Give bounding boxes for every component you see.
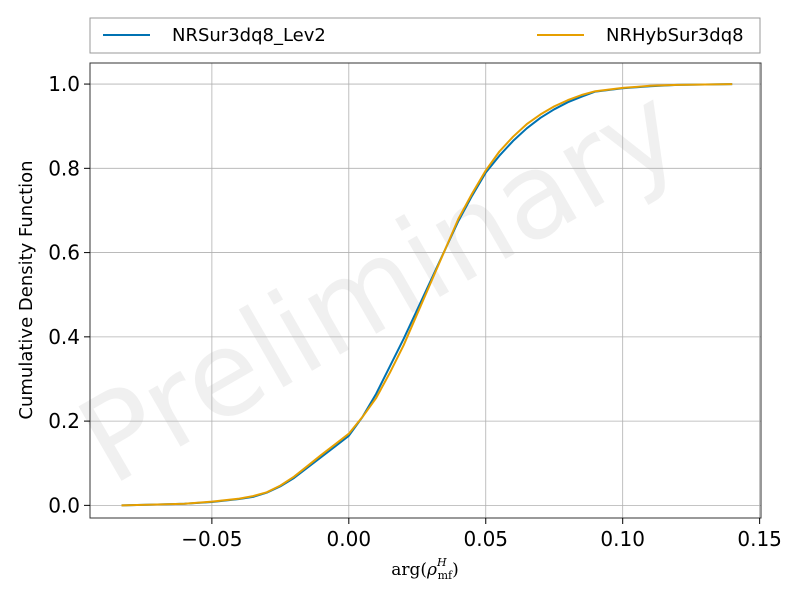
x-axis-label: arg(ρH mf)	[391, 556, 459, 582]
legend: NRSur3dq8_Lev2 NRHybSur3dq8	[89, 17, 761, 54]
y-axis: 0.0 0.2 0.4 0.6 0.8 1.0	[48, 72, 90, 517]
x-tick-label: 0.05	[463, 527, 508, 551]
x-label-sup: H	[436, 556, 447, 569]
x-label-func: arg(	[391, 560, 427, 580]
y-tick-label: 0.6	[48, 241, 80, 265]
legend-box	[89, 17, 761, 54]
y-tick-label: 0.0	[48, 493, 80, 517]
x-tick-label: 0.00	[327, 527, 372, 551]
y-tick-label: 0.4	[48, 325, 80, 349]
x-label-symbol: ρ	[426, 560, 437, 580]
y-tick-label: 0.8	[48, 156, 80, 180]
series-line-2	[121, 83, 733, 507]
x-label-close: )	[452, 560, 459, 580]
y-axis-label: Cumulative Density Function	[16, 160, 37, 419]
grid	[90, 63, 761, 518]
watermark-text: Preliminary	[56, 58, 702, 511]
series-lines	[121, 83, 733, 507]
plot-frame	[89, 62, 762, 519]
legend-label-1: NRSur3dq8_Lev2	[172, 25, 326, 46]
x-tick-label: 0.10	[600, 527, 645, 551]
legend-label-2: NRHybSur3dq8	[606, 25, 744, 46]
y-tick-label: 0.2	[48, 409, 80, 433]
y-tick-label: 1.0	[48, 72, 80, 96]
x-label-sub: mf	[438, 569, 453, 582]
x-tick-label: 0.15	[737, 527, 782, 551]
x-tick-label: −0.05	[181, 527, 242, 551]
x-axis: −0.05 0.00 0.05 0.10 0.15	[181, 518, 782, 551]
